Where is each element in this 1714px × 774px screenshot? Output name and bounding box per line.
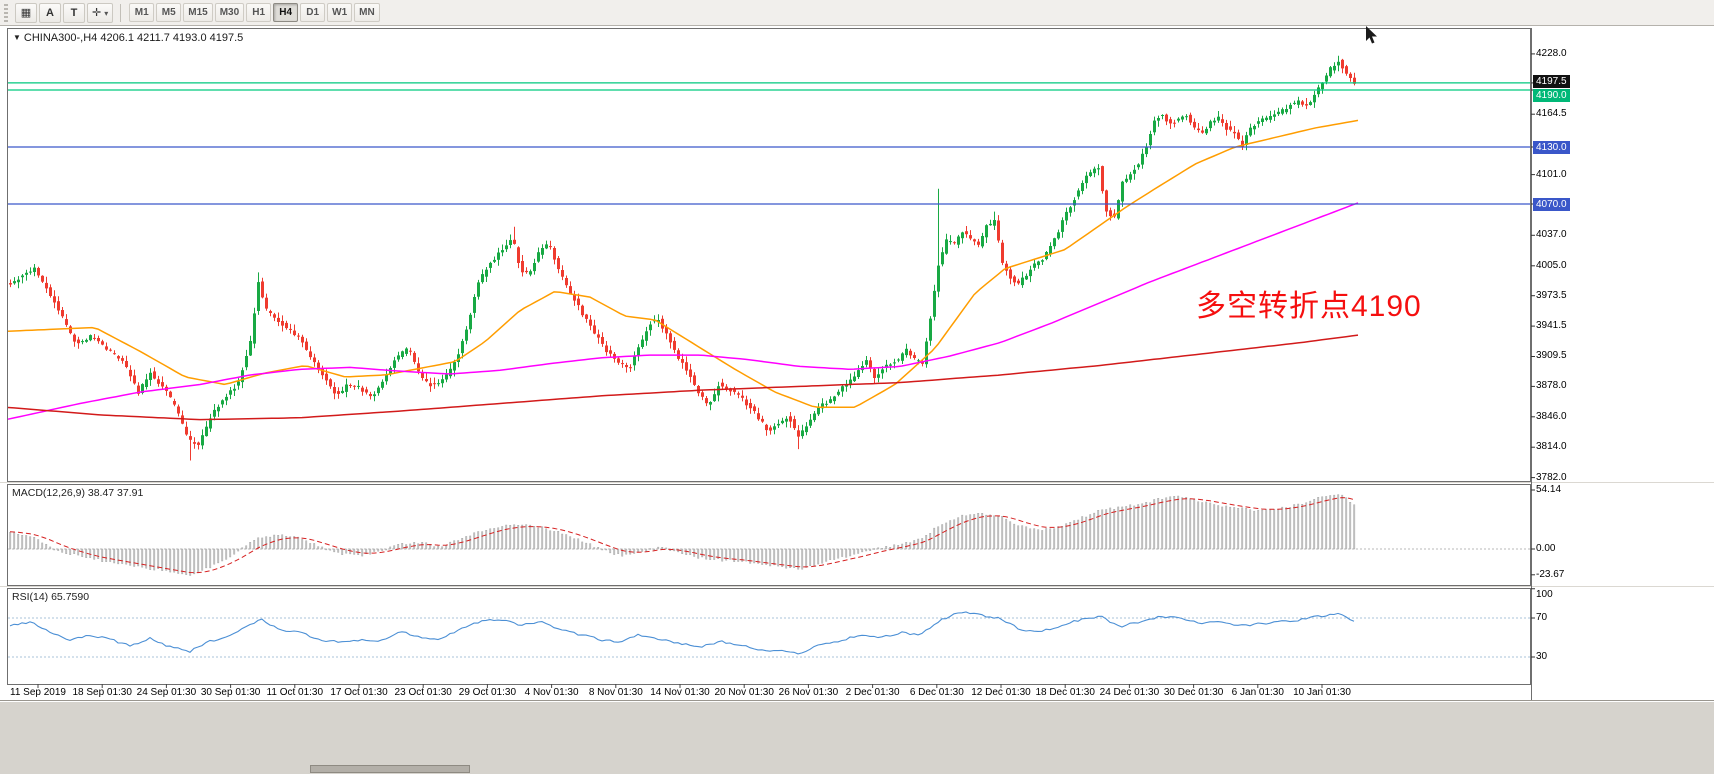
timeframe-mn[interactable]: MN [354, 3, 380, 22]
timeframe-d1[interactable]: D1 [300, 3, 326, 22]
macd-signal-line [9, 497, 1355, 574]
charts-grid-button[interactable]: ▦ [15, 2, 37, 23]
horizontal-scrollbar-thumb[interactable] [310, 765, 470, 773]
pane-separator [0, 482, 1714, 483]
macd-histogram [9, 494, 1356, 576]
chart-legend: ▼ CHINA300-,H4 4206.1 4211.7 4193.0 4197.… [13, 32, 243, 44]
top-toolbar: ▦ A T ✛ ▾ M1 M5 M15 M30 H1 H4 D1 W1 MN [0, 0, 1714, 26]
candles-layer [9, 55, 1356, 461]
ma-mid-line [7, 202, 1359, 420]
toolbar-drag-handle[interactable] [4, 3, 8, 22]
timeframe-m15[interactable]: M15 [183, 3, 213, 22]
timeframe-toolbar: M1 M5 M15 M30 H1 H4 D1 W1 MN [128, 3, 380, 22]
timeframe-m5[interactable]: M5 [156, 3, 182, 22]
crosshair-icon: ✛ [92, 6, 102, 19]
font-a-button[interactable]: A [39, 2, 61, 23]
rsi-label: RSI(14) 65.7590 [12, 591, 90, 603]
pane-separator [0, 586, 1714, 587]
timeframe-w1[interactable]: W1 [327, 3, 353, 22]
mouse-cursor [1366, 26, 1377, 44]
symbol-dropdown-marker: ▼ [13, 33, 21, 42]
macd-pane-border [7, 484, 1531, 586]
chart-title-ohlc: CHINA300-,H4 4206.1 4211.7 4193.0 4197.5 [23, 32, 244, 44]
text-tool-button[interactable]: T [63, 2, 85, 23]
timeframe-h4[interactable]: H4 [273, 3, 299, 22]
rsi-line [9, 611, 1355, 655]
timeframe-h1[interactable]: H1 [246, 3, 272, 22]
window-bottom-area [0, 702, 1714, 774]
chart-annotation: 多空转折点4190 [1196, 290, 1422, 323]
toolbar-separator [120, 3, 122, 22]
timeframe-m1[interactable]: M1 [129, 3, 155, 22]
ma-slow-line [7, 334, 1359, 421]
cursor-tool-button[interactable]: ✛ ▾ [87, 2, 114, 23]
chevron-down-icon: ▾ [104, 8, 109, 18]
price-pane-border [7, 28, 1531, 482]
timeframe-m30[interactable]: M30 [214, 3, 245, 22]
rsi-pane-border [7, 588, 1531, 685]
ma-fast-line [7, 119, 1359, 409]
macd-label: MACD(12,26,9) 38.47 37.91 [12, 487, 144, 499]
